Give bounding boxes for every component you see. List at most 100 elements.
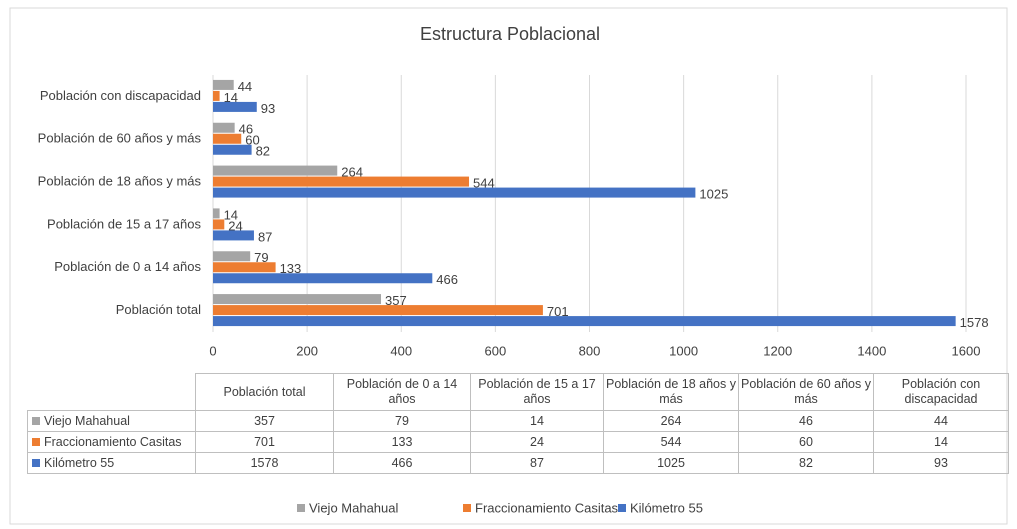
table-cell: 1025 bbox=[603, 452, 739, 474]
table-cell: 44 bbox=[873, 410, 1009, 432]
header-cell: Población de 0 a 14 años bbox=[333, 373, 471, 411]
bar bbox=[213, 165, 338, 176]
legend-label: Fraccionamiento Casitas bbox=[475, 500, 619, 515]
data-label: 544 bbox=[473, 176, 495, 191]
data-label: 466 bbox=[436, 272, 458, 287]
x-tick-label: 600 bbox=[485, 343, 507, 358]
data-label: 133 bbox=[280, 261, 302, 276]
bar bbox=[213, 122, 235, 133]
x-tick-label: 200 bbox=[296, 343, 318, 358]
data-table: Población total Población de 0 a 14 años P… bbox=[27, 373, 1009, 474]
header-cell: Población total bbox=[195, 373, 334, 411]
data-label: 60 bbox=[245, 133, 259, 148]
data-row: Fraccionamiento Casitas 701 133 24 544 60 14 bbox=[27, 431, 1009, 453]
x-tick-label: 1600 bbox=[952, 343, 981, 358]
y-tick-label: Población de 0 a 14 años bbox=[54, 259, 201, 274]
table-cell: 544 bbox=[603, 431, 739, 453]
data-label: 87 bbox=[258, 229, 272, 244]
data-row: Viejo Mahahual 357 79 14 264 46 44 bbox=[27, 410, 1009, 432]
table-cell: 133 bbox=[333, 431, 471, 453]
x-tick-label: 1200 bbox=[763, 343, 792, 358]
data-label: 46 bbox=[239, 122, 253, 137]
row-name: Viejo Mahahual bbox=[44, 413, 130, 428]
table-cell: 1578 bbox=[195, 452, 334, 474]
bar bbox=[213, 176, 470, 187]
data-label: 44 bbox=[238, 79, 252, 94]
header-cell: Población de 18 años y más bbox=[603, 373, 739, 411]
table-cell: 87 bbox=[470, 452, 604, 474]
row-label: Viejo Mahahual bbox=[27, 410, 196, 432]
data-label: 24 bbox=[228, 218, 242, 233]
data-label: 264 bbox=[341, 165, 363, 180]
bar bbox=[213, 144, 252, 155]
legend-key bbox=[463, 504, 471, 512]
x-tick-label: 800 bbox=[579, 343, 601, 358]
data-label: 82 bbox=[256, 144, 270, 159]
bar bbox=[213, 273, 433, 284]
y-tick-label: Población de 15 a 17 años bbox=[47, 216, 201, 231]
bar bbox=[213, 262, 276, 273]
x-tick-label: 0 bbox=[209, 343, 216, 358]
y-tick-label: Población de 18 años y más bbox=[38, 174, 202, 189]
x-tick-label: 400 bbox=[390, 343, 412, 358]
legend-key bbox=[618, 504, 626, 512]
header-cell: Población de 15 a 17 años bbox=[470, 373, 604, 411]
x-tick-label: 1000 bbox=[669, 343, 698, 358]
legend-key bbox=[32, 437, 40, 446]
legend-key bbox=[297, 504, 305, 512]
chart-border bbox=[9, 7, 1008, 525]
table-cell: 357 bbox=[195, 410, 334, 432]
header-row: Población total Población de 0 a 14 años P… bbox=[28, 373, 1009, 411]
table-cell: 701 bbox=[195, 431, 334, 453]
table-cell: 14 bbox=[470, 410, 604, 432]
data-label: 79 bbox=[254, 250, 268, 265]
legend-key bbox=[32, 416, 40, 425]
row-label: Fraccionamiento Casitas bbox=[27, 431, 196, 453]
y-tick-label: Población de 60 años y más bbox=[38, 131, 202, 146]
table-cell: 82 bbox=[738, 452, 874, 474]
table-cell: 264 bbox=[603, 410, 739, 432]
bar bbox=[213, 230, 254, 241]
bar bbox=[213, 316, 956, 327]
row-name: Fraccionamiento Casitas bbox=[44, 434, 182, 449]
data-row: Kilómetro 55 1578 466 87 1025 82 93 bbox=[27, 452, 1009, 474]
table-cell: 466 bbox=[333, 452, 471, 474]
table-cell: 93 bbox=[873, 452, 1009, 474]
bar bbox=[213, 187, 696, 198]
bar bbox=[213, 101, 257, 112]
row-name: Kilómetro 55 bbox=[44, 455, 115, 470]
table-cell: 14 bbox=[873, 431, 1009, 453]
data-label: 701 bbox=[547, 304, 569, 319]
data-label: 14 bbox=[224, 90, 238, 105]
bar bbox=[213, 251, 251, 262]
chart-title: Estructura Poblacional bbox=[420, 24, 600, 44]
bar bbox=[213, 79, 234, 90]
data-label: 14 bbox=[224, 207, 238, 222]
x-tick-label: 1400 bbox=[857, 343, 886, 358]
data-label: 1025 bbox=[699, 187, 728, 202]
header-cell: Población con discapacidad bbox=[873, 373, 1009, 411]
bar bbox=[213, 305, 543, 316]
table-cell: 24 bbox=[470, 431, 604, 453]
table-cell: 46 bbox=[738, 410, 874, 432]
bar bbox=[213, 208, 220, 219]
table-cell: 79 bbox=[333, 410, 471, 432]
bar bbox=[213, 219, 225, 230]
legend-label: Viejo Mahahual bbox=[309, 500, 398, 515]
row-label: Kilómetro 55 bbox=[27, 452, 196, 474]
table-cell: 60 bbox=[738, 431, 874, 453]
blank-cell bbox=[28, 374, 196, 411]
data-label: 93 bbox=[261, 101, 275, 116]
data-label: 1578 bbox=[960, 315, 989, 330]
legend-label: Kilómetro 55 bbox=[630, 500, 703, 515]
bar bbox=[213, 294, 382, 305]
legend-key bbox=[32, 458, 40, 467]
y-tick-label: Población total bbox=[116, 302, 201, 317]
header-cell: Población de 60 años y más bbox=[738, 373, 874, 411]
bar bbox=[213, 90, 220, 101]
y-tick-label: Población con discapacidad bbox=[40, 88, 201, 103]
data-label: 357 bbox=[385, 293, 407, 308]
bar bbox=[213, 133, 242, 144]
